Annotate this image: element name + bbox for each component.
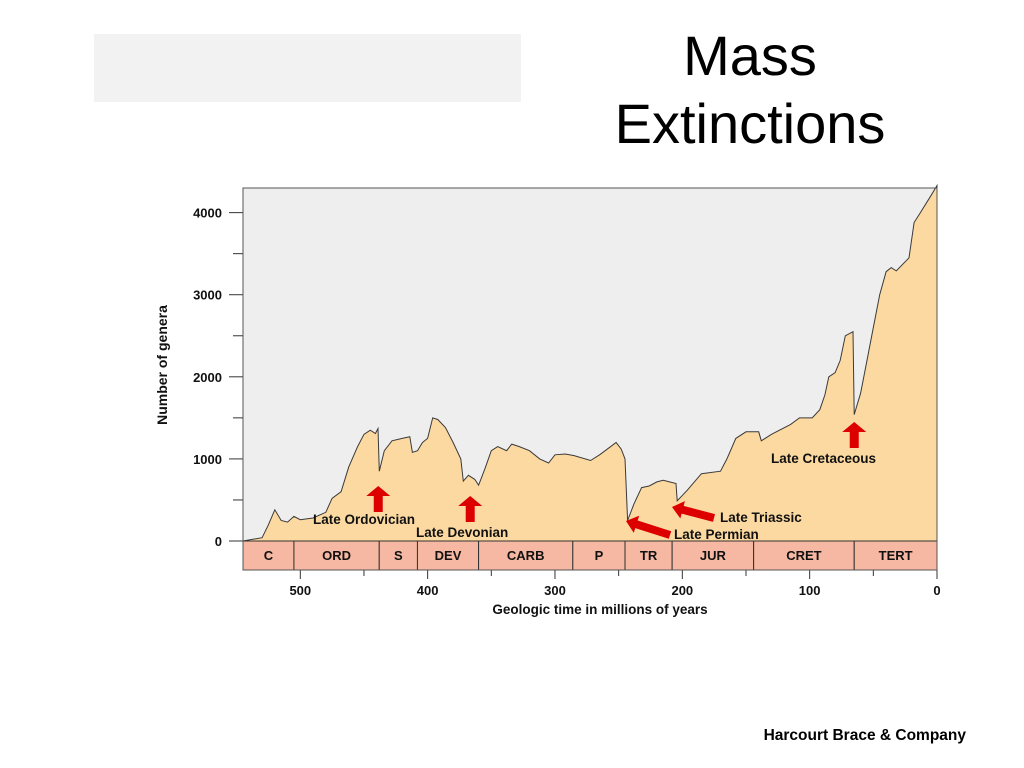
period-label: CRET [786,548,821,563]
slide-title-line-2: Extinctions [614,92,886,155]
y-axis-label: Number of genera [154,305,170,425]
y-tick-label: 2000 [193,370,222,385]
period-cell [378,540,418,571]
x-tick-label: 0 [933,583,940,598]
x-tick-label: 500 [289,583,311,598]
period-label: TR [640,548,658,563]
x-tick-label: 300 [544,583,566,598]
y-tick-label: 4000 [193,206,222,221]
period-label: ORD [322,548,351,563]
x-axis: 500 400 300 200 100 0 [289,570,941,598]
period-label: C [264,548,274,563]
extinction-arrow [458,496,483,522]
genera-area [242,183,938,542]
period-label: TERT [879,548,913,563]
y-tick-label: 1000 [193,452,222,467]
period-label: DEV [435,548,462,563]
y-tick-label: 0 [215,534,222,549]
period-cell [753,540,855,571]
extinction-label: Late Ordovician [313,512,415,527]
extinction-arrow-shape [626,515,672,539]
extinction-arrow [626,515,672,539]
title-placeholder-box [94,34,521,102]
x-tick-label: 100 [799,583,821,598]
extinction-arrow-shape [672,501,716,522]
slide-title: Mass Extinctions [560,22,940,158]
period-band: C ORD S DEV CARB P TR JUR CRET TERT [242,540,938,571]
period-label: S [394,548,403,563]
period-label: P [595,548,604,563]
y-tick-label: 3000 [193,288,222,303]
extinction-label: Late Permian [674,527,759,542]
x-axis-label: Geologic time in millions of years [492,602,707,617]
period-label: JUR [700,548,727,563]
extinction-label: Late Cretaceous [771,451,876,466]
period-cell [624,540,673,571]
extinction-label: Late Devonian [416,525,508,540]
period-cell [478,540,574,571]
y-axis: 0 1000 2000 3000 4000 [193,188,244,549]
extinction-arrow [366,486,391,512]
plot-frame [242,187,938,571]
x-tick-label: 400 [417,583,439,598]
period-label: CARB [507,548,545,563]
x-tick-label: 200 [671,583,693,598]
extinction-arrow [672,501,716,522]
extinction-label: Late Triassic [720,510,802,525]
period-cell [242,540,295,571]
publisher-credit: Harcourt Brace & Company [763,727,966,744]
extinction-arrow [842,422,867,448]
slide-title-line-1: Mass [683,24,817,87]
